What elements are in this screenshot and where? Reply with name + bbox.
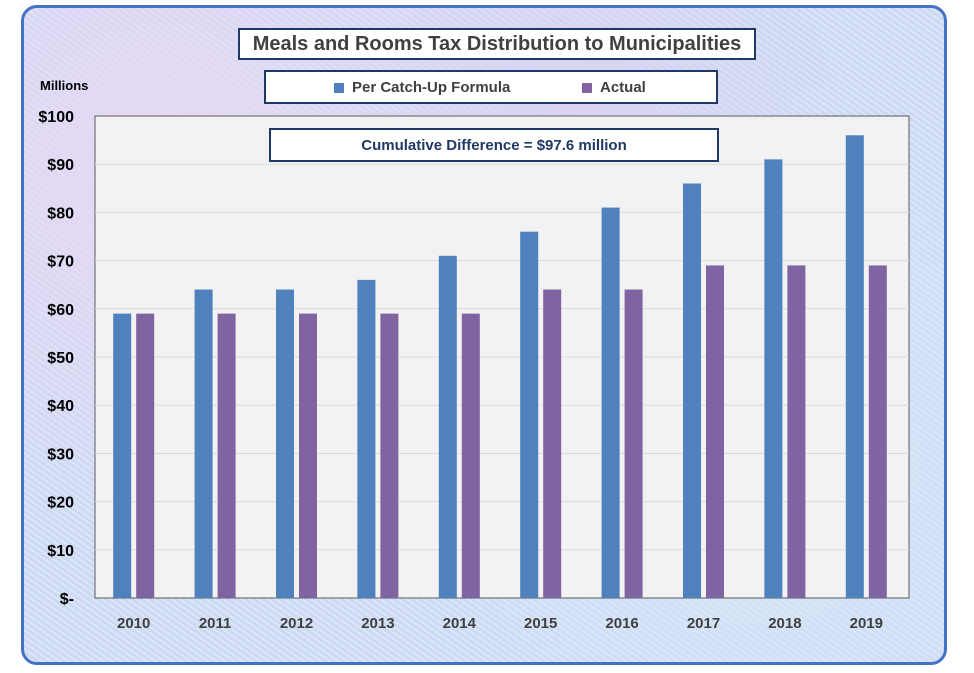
legend-label-actual: Actual xyxy=(600,79,646,96)
y-axis-unit-label: Millions xyxy=(40,78,89,93)
chart-title: Meals and Rooms Tax Distribution to Muni… xyxy=(238,28,756,60)
bar-actual xyxy=(217,313,236,598)
y-tick-label: $50 xyxy=(47,350,74,367)
y-tick-label: $100 xyxy=(38,109,74,126)
bar-catch-up-formula xyxy=(683,183,701,599)
bar-catch-up-formula xyxy=(357,279,376,598)
bar-catch-up-formula xyxy=(764,159,783,598)
y-tick-label: $- xyxy=(60,591,74,608)
bar-catch-up-formula xyxy=(438,255,457,598)
x-tick-label: 2010 xyxy=(117,615,150,632)
legend: Per Catch-Up Formula Actual xyxy=(264,70,718,104)
legend-item-actual: Actual xyxy=(582,79,646,96)
x-tick-label: 2016 xyxy=(605,615,638,632)
y-tick-label: $10 xyxy=(47,543,74,560)
x-tick-label: 2012 xyxy=(280,615,313,632)
y-tick-label: $60 xyxy=(47,302,74,319)
y-tick-label: $30 xyxy=(47,446,74,463)
bar-actual xyxy=(706,265,724,598)
legend-item-formula: Per Catch-Up Formula xyxy=(334,79,510,96)
bar-catch-up-formula xyxy=(520,231,539,598)
bar-catch-up-formula xyxy=(194,289,213,598)
x-tick-label: 2019 xyxy=(850,615,883,632)
x-tick-label: 2014 xyxy=(443,615,477,632)
legend-swatch-actual xyxy=(582,82,592,93)
bar-catch-up-formula xyxy=(845,135,864,598)
x-tick-label: 2013 xyxy=(361,615,394,632)
legend-swatch-formula xyxy=(334,82,344,93)
y-tick-label: $70 xyxy=(47,254,74,271)
bar-actual xyxy=(299,313,317,598)
x-tick-label: 2015 xyxy=(524,615,557,632)
bar-actual xyxy=(136,313,155,598)
y-tick-label: $40 xyxy=(47,398,74,415)
bar-actual xyxy=(787,265,806,598)
bar-catch-up-formula xyxy=(601,207,620,598)
y-tick-label: $20 xyxy=(47,495,74,512)
bar-actual xyxy=(461,313,480,598)
x-tick-label: 2011 xyxy=(199,615,232,632)
x-tick-label: 2017 xyxy=(687,615,720,632)
bar-catch-up-formula xyxy=(113,313,132,598)
legend-label-formula: Per Catch-Up Formula xyxy=(352,79,511,96)
x-tick-label: 2018 xyxy=(768,615,801,632)
cumulative-difference-annotation: Cumulative Difference = $97.6 million xyxy=(269,128,719,162)
bar-actual xyxy=(624,289,643,598)
y-tick-label: $80 xyxy=(47,205,74,222)
bar-actual xyxy=(868,265,887,598)
y-tick-label: $90 xyxy=(47,157,74,174)
bar-actual xyxy=(380,313,399,598)
bar-actual xyxy=(543,289,562,598)
bar-catch-up-formula xyxy=(276,289,294,598)
